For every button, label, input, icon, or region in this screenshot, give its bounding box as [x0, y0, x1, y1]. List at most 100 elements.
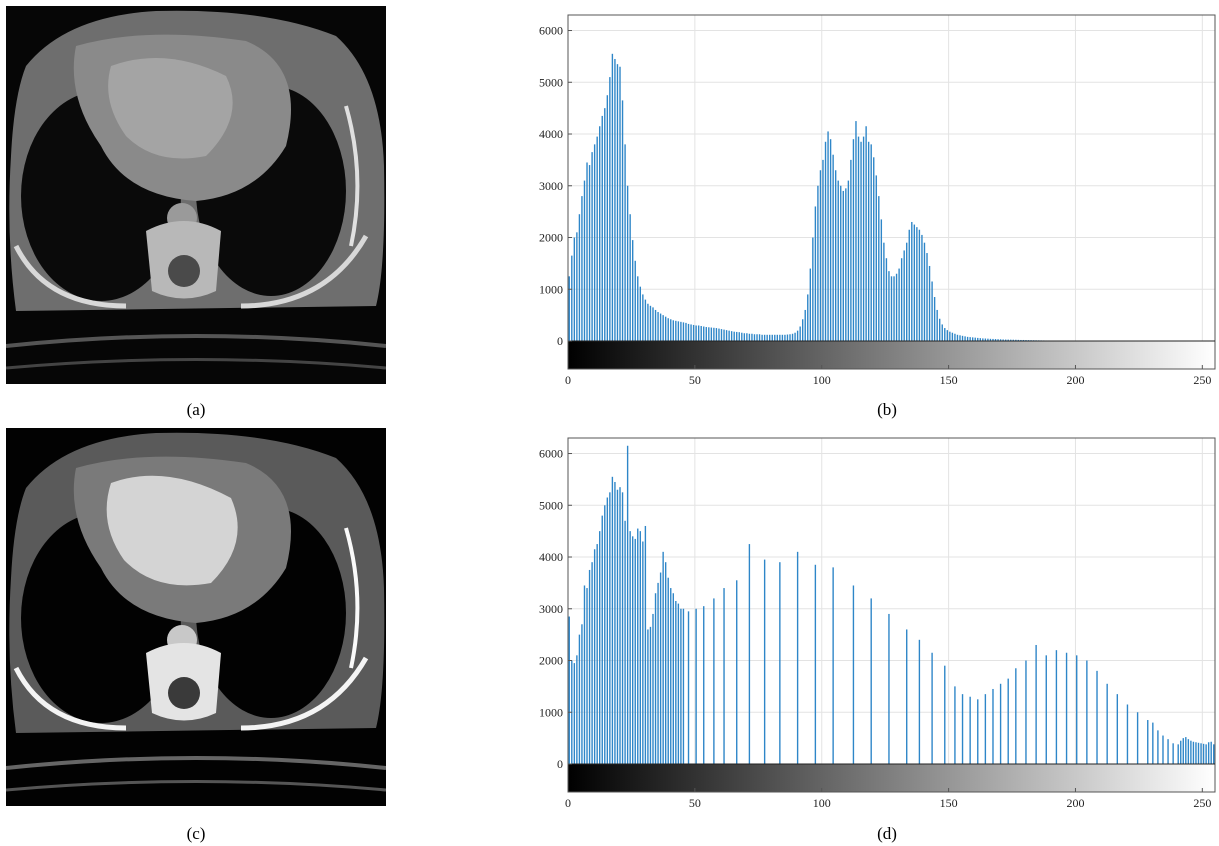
hist-b-ytick-label: 6000 [539, 24, 563, 38]
hist-b-bar [961, 335, 964, 341]
hist-b-bar [728, 330, 730, 341]
hist-b-bar [895, 273, 898, 341]
hist-b-bar [857, 136, 860, 341]
hist-b-bar [1004, 339, 1007, 341]
hist-b-bar [634, 260, 636, 341]
hist-b-bar [753, 334, 756, 341]
hist-b-bar [692, 324, 695, 341]
hist-b-bar [621, 100, 624, 341]
hist-b-bar [804, 309, 806, 341]
hist-b-bar [913, 224, 916, 341]
hist-d-bar [604, 505, 606, 764]
hist-d-bar [1167, 739, 1169, 764]
hist-b-bar [966, 336, 969, 341]
hist-d-bar [1015, 668, 1017, 764]
hist-b-xtick-label: 50 [689, 373, 701, 387]
hist-d-bar [1207, 742, 1210, 764]
hist-b-bar [639, 286, 641, 341]
hist-b-bar [766, 334, 768, 341]
hist-b-bar [796, 330, 799, 341]
hist-b-bar [969, 337, 971, 341]
hist-d-bar [1055, 650, 1058, 764]
hist-d-bar [1210, 741, 1212, 764]
hist-b-bar [888, 271, 890, 341]
hist-d-bar [670, 588, 672, 764]
hist-b-bar [870, 144, 872, 341]
hist-b-bar [583, 180, 586, 341]
hist-d-bar [992, 688, 994, 764]
hist-d-bar [609, 492, 611, 764]
hist-d-bar [642, 541, 644, 764]
hist-b-bar [743, 333, 746, 341]
hist-b-bar [571, 255, 573, 341]
hist-b-bar [730, 331, 733, 341]
histogram-equalized: 0 1000 2000 3000 4000 5000 6000 0 50 100 150 200 250 [520, 428, 1219, 818]
hist-b-bar [725, 330, 728, 341]
hist-b-bar [837, 180, 839, 341]
hist-b-bar [903, 250, 905, 341]
hist-b-bar [703, 326, 705, 341]
hist-b-bar [647, 303, 649, 341]
hist-b-bar [746, 333, 748, 341]
hist-d-bar [677, 603, 680, 764]
hist-b-bar [890, 276, 893, 341]
hist-b-bar [769, 334, 771, 341]
hist-b-bar [774, 334, 776, 341]
hist-b-bar [736, 331, 738, 341]
hist-d-bar [763, 559, 766, 764]
hist-b-bar [609, 77, 611, 341]
hist-d-bar [1190, 740, 1192, 764]
hist-d-bar [1152, 722, 1154, 764]
hist-b-bar [982, 338, 984, 341]
hist-b-bar [819, 170, 822, 341]
hist-b-bar [829, 139, 832, 341]
hist-b-bar [994, 339, 997, 341]
hist-d-bar [662, 551, 664, 764]
hist-b-bar [606, 95, 609, 342]
hist-b-bar [588, 165, 591, 341]
hist-b-bar [672, 320, 674, 341]
hist-b-bar [799, 326, 801, 341]
hist-b-bar [824, 141, 827, 341]
hist-b-bar [619, 66, 621, 341]
histogram-original-svg: 0 1000 2000 3000 4000 5000 6000 0 50 100 150 200 250 [539, 14, 1216, 387]
hist-d-bar [954, 686, 956, 764]
hist-b-bar [756, 334, 758, 341]
hist-b-colorbar [568, 341, 1215, 369]
hist-d-bar [599, 531, 601, 764]
hist-d-bar [1025, 660, 1027, 764]
hist-b-bar [954, 333, 956, 341]
hist-d-bar [578, 634, 581, 764]
hist-b-bar [723, 329, 725, 341]
hist-b-bar [845, 188, 847, 341]
hist-d-ytick-label: 4000 [539, 550, 563, 564]
hist-b-bar [999, 339, 1002, 341]
hist-d-bar [680, 608, 682, 764]
hist-d-bar [614, 481, 616, 764]
hist-d-bar [1086, 660, 1088, 764]
hist-d-bar [581, 624, 583, 764]
hist-b-bar [1017, 339, 1020, 341]
hist-d-bar [588, 569, 591, 764]
hist-d-xtick-label: 100 [813, 796, 831, 810]
hist-d-bar [961, 694, 964, 764]
hist-b-bar [971, 337, 974, 341]
hist-b-bar [878, 196, 880, 341]
caption-d: (d) [877, 824, 897, 843]
hist-b-frame [567, 14, 1216, 370]
hist-b-bar [822, 159, 824, 341]
hist-b-bar [644, 299, 647, 341]
hist-b-bar [786, 334, 789, 341]
hist-d-ytick-label: 1000 [539, 705, 563, 719]
hist-d-bar [1065, 652, 1068, 764]
hist-d-frame [567, 437, 1216, 793]
hist-d-ytick-label: 6000 [539, 447, 563, 461]
hist-d-bar [667, 577, 669, 764]
caption-c: (c) [186, 824, 206, 843]
hist-d-bar [644, 525, 647, 764]
hist-b-bar [832, 154, 834, 341]
hist-b-bar [695, 325, 697, 341]
hist-d-bar [1185, 737, 1187, 764]
hist-b-bar [817, 185, 819, 341]
hist-b-bar [949, 331, 951, 341]
